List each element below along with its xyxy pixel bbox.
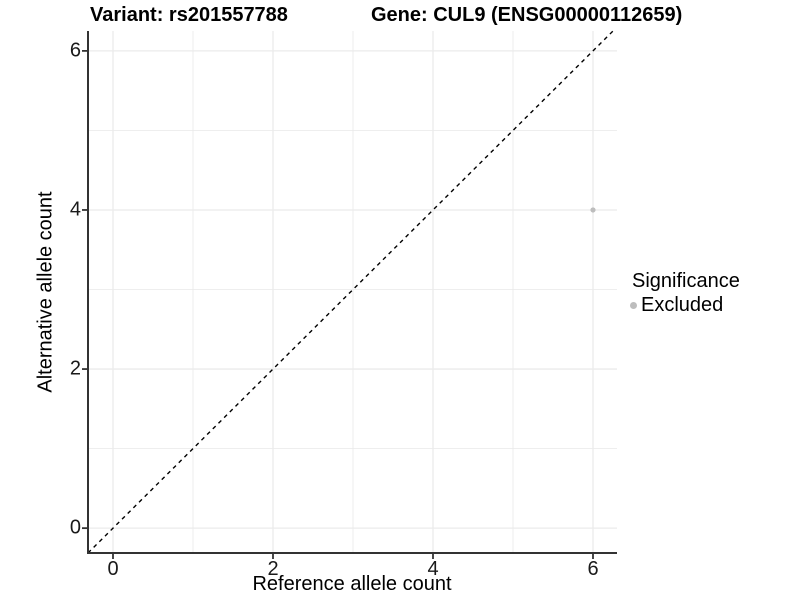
y-axis-title: Alternative allele count [34, 191, 57, 393]
x-tick-label: 6 [587, 558, 599, 580]
y-tick-label: 4 [69, 198, 81, 221]
x-tick-label: 0 [107, 558, 119, 580]
x-tick-label: 4 [427, 558, 439, 580]
y-tick-label: 0 [69, 516, 81, 539]
plot-title-gene: Gene: CUL9 (ENSG00000112659) [371, 4, 683, 26]
y-tick-label: 6 [69, 39, 81, 62]
legend-title: Significance [632, 270, 740, 292]
data-point [590, 207, 596, 213]
legend-item: Excluded [630, 294, 740, 317]
y-tick-label: 2 [69, 357, 81, 380]
x-tick-label: 2 [267, 558, 279, 580]
legend: Significance Excluded [630, 270, 740, 317]
plot-title-variant: Variant: rs201557788 [90, 4, 288, 26]
x-axis-title: Reference allele count [252, 573, 452, 595]
identity-line [87, 30, 614, 554]
legend-items: Excluded [630, 294, 740, 317]
legend-item-label: Excluded [641, 294, 724, 316]
legend-swatch-dot [630, 302, 637, 309]
